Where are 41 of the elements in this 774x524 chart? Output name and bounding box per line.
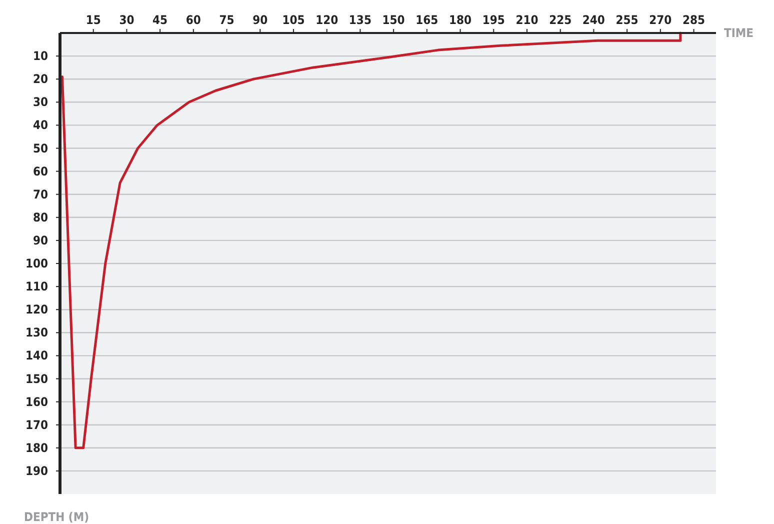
y-tick-label: 170: [25, 418, 48, 432]
y-tick-label: 80: [32, 210, 48, 224]
x-tick-label: 285: [682, 13, 706, 27]
x-tick-label: 165: [416, 13, 438, 27]
x-tick-label: 270: [649, 13, 672, 27]
x-tick-label: 45: [152, 13, 168, 27]
y-tick-label: 100: [25, 256, 48, 270]
y-axis-title: DEPTH (M): [24, 510, 90, 524]
x-tick-label: 135: [348, 13, 372, 27]
y-tick-label: 160: [25, 394, 48, 409]
y-tick-label: 130: [25, 326, 48, 340]
y-tick-label: 40: [32, 118, 48, 132]
x-tick-label: 195: [482, 13, 505, 27]
y-tick-label: 120: [25, 302, 48, 317]
y-tick-label: 110: [25, 280, 48, 294]
x-tick-label: 15: [86, 13, 101, 27]
y-tick-label: 10: [32, 49, 48, 64]
y-tick-label: 50: [32, 141, 48, 156]
x-tick-label: 30: [119, 13, 134, 27]
y-tick-label: 90: [32, 233, 48, 248]
y-tick-label: 70: [32, 187, 48, 202]
x-tick-label: 75: [219, 13, 234, 27]
x-tick-label: 60: [186, 13, 201, 27]
y-tick-label: 150: [25, 372, 48, 386]
x-tick-label: 225: [549, 13, 572, 27]
line-series: [60, 32, 682, 450]
y-tick-label: 190: [25, 464, 48, 478]
x-tick-label: 240: [582, 13, 605, 27]
y-tick-label: 180: [25, 440, 48, 455]
x-tick-label: 150: [382, 13, 405, 27]
y-tick-label: 140: [25, 348, 48, 363]
x-tick-label: 90: [252, 13, 268, 27]
x-tick-label: 180: [449, 13, 472, 27]
x-tick-label: 210: [516, 13, 538, 27]
x-tick-label: 255: [616, 13, 638, 27]
x-axis-title: TIME: [724, 26, 754, 40]
x-tick-label: 120: [316, 13, 338, 27]
y-tick-label: 20: [32, 72, 48, 86]
y-tick-label: 60: [32, 164, 48, 178]
y-tick-label: 30: [32, 95, 48, 110]
x-tick-label: 105: [282, 13, 305, 27]
